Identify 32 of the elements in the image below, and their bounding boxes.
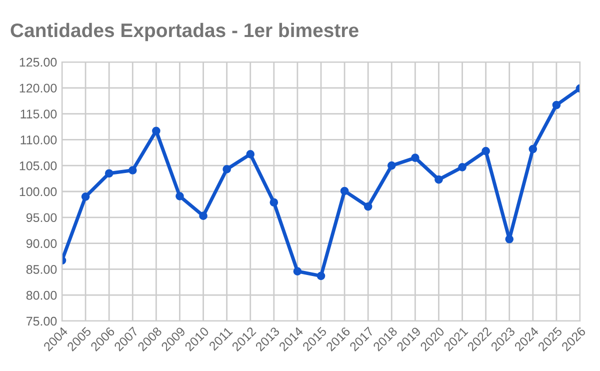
point — [387, 161, 396, 170]
point — [482, 146, 490, 156]
y-tick-label: 80.00 — [26, 290, 57, 300]
y-tick-label: 110.00 — [20, 136, 57, 144]
point — [176, 192, 184, 200]
y-tick-label: 85.00 — [26, 265, 57, 274]
y-tick-label: 125.00 — [20, 58, 57, 67]
point — [434, 175, 443, 184]
y-tick-label: 105.00 — [20, 161, 57, 170]
point — [128, 166, 137, 174]
point — [293, 267, 302, 276]
point — [199, 212, 208, 220]
y-tick-label: 115.00 — [20, 110, 57, 118]
point — [505, 234, 514, 244]
point — [270, 198, 278, 207]
y-tick-label: 120.00 — [20, 84, 57, 93]
point — [81, 192, 90, 201]
point — [222, 165, 231, 174]
point — [458, 162, 466, 172]
chart-title: Cantidades Exportadas - 1er bimestre — [10, 22, 358, 42]
point — [340, 186, 349, 196]
point — [411, 154, 420, 162]
y-tick-label: 90.00 — [26, 239, 57, 248]
y-tick-label: 95.00 — [26, 213, 57, 222]
point — [316, 272, 326, 280]
y-tick-label: 100.00 — [20, 187, 57, 196]
point — [104, 169, 114, 178]
point — [364, 202, 372, 211]
point — [246, 150, 255, 158]
point — [552, 100, 561, 110]
point — [528, 144, 538, 154]
y-tick-label: 75.00 — [26, 316, 57, 326]
